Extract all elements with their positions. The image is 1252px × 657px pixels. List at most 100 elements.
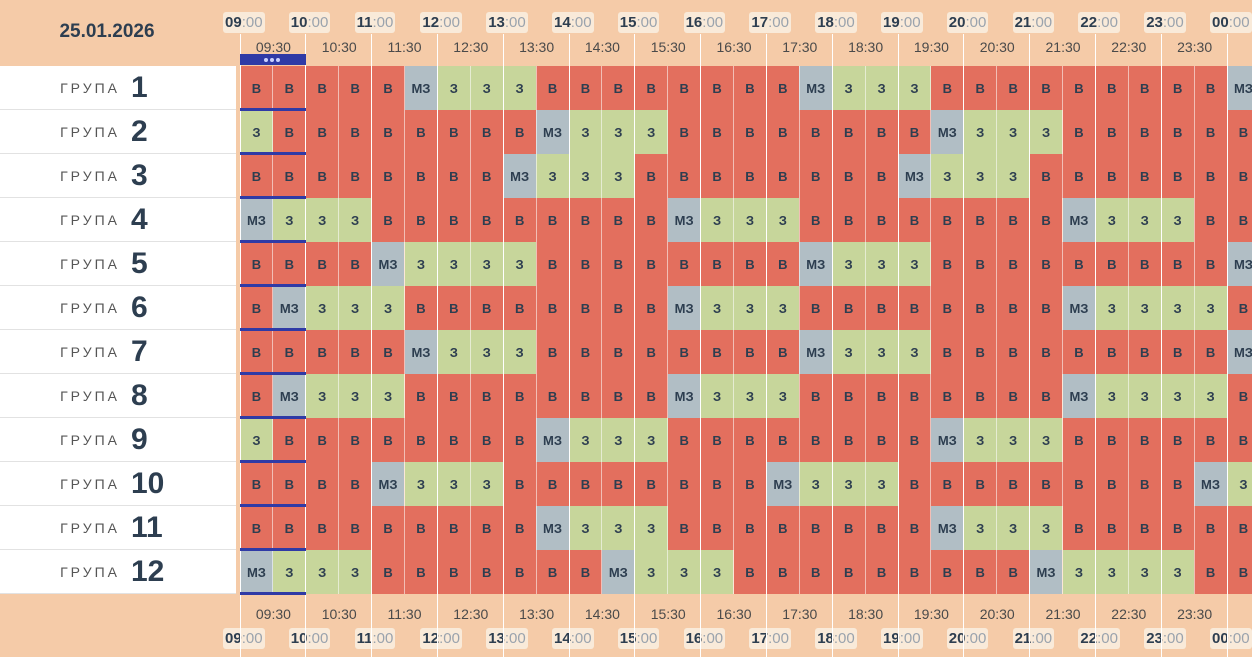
schedule-cell[interactable]: В <box>745 124 755 140</box>
schedule-cell[interactable]: МЗ <box>510 168 530 184</box>
schedule-cell[interactable]: В <box>1008 564 1018 580</box>
schedule-cell[interactable]: В <box>547 344 558 360</box>
schedule-cell[interactable]: В <box>876 520 887 536</box>
schedule-cell[interactable]: З <box>515 80 524 96</box>
schedule-cell[interactable]: МЗ <box>378 476 398 492</box>
schedule-cell[interactable]: В <box>317 432 327 448</box>
schedule-cell[interactable]: В <box>1074 80 1084 96</box>
schedule-cell[interactable]: В <box>811 520 821 536</box>
schedule-cell[interactable]: З <box>1107 212 1116 228</box>
schedule-cell[interactable]: З <box>680 564 689 580</box>
schedule-cell[interactable]: В <box>975 564 985 580</box>
schedule-cell[interactable]: З <box>976 432 985 448</box>
schedule-cell[interactable]: В <box>876 564 887 580</box>
schedule-cell[interactable]: В <box>482 168 492 184</box>
schedule-cell[interactable]: В <box>942 300 953 316</box>
schedule-cell[interactable]: В <box>646 388 656 404</box>
schedule-cell[interactable]: В <box>712 520 722 536</box>
schedule-cell[interactable]: В <box>284 520 295 536</box>
schedule-cell[interactable]: В <box>1074 476 1084 492</box>
schedule-cell[interactable]: В <box>1238 212 1249 228</box>
schedule-cell[interactable]: З <box>318 212 327 228</box>
schedule-cell[interactable]: В <box>482 520 492 536</box>
schedule-cell[interactable]: В <box>482 388 492 404</box>
schedule-cell[interactable]: З <box>745 388 755 404</box>
schedule-cell[interactable]: З <box>844 80 853 96</box>
schedule-cell[interactable]: В <box>975 212 985 228</box>
schedule-cell[interactable]: З <box>712 564 722 580</box>
schedule-cell[interactable]: В <box>383 344 393 360</box>
schedule-cell[interactable]: МЗ <box>411 80 431 96</box>
schedule-cell[interactable]: МЗ <box>543 432 563 448</box>
schedule-cell[interactable]: З <box>449 344 458 360</box>
schedule-cell[interactable]: В <box>251 388 262 404</box>
schedule-cell[interactable]: В <box>284 124 295 140</box>
schedule-cell[interactable]: З <box>647 124 656 140</box>
schedule-cell[interactable]: В <box>383 564 393 580</box>
schedule-cell[interactable]: В <box>1205 80 1216 96</box>
schedule-cell[interactable]: МЗ <box>674 212 694 228</box>
schedule-cell[interactable]: З <box>1074 564 1084 580</box>
schedule-cell[interactable]: З <box>647 432 656 448</box>
schedule-cell[interactable]: В <box>1074 520 1084 536</box>
schedule-cell[interactable]: МЗ <box>1233 344 1252 360</box>
schedule-cell[interactable]: В <box>514 520 525 536</box>
schedule-cell[interactable]: МЗ <box>806 80 826 96</box>
schedule-cell[interactable]: В <box>1140 520 1150 536</box>
schedule-cell[interactable]: В <box>547 256 558 272</box>
schedule-cell[interactable]: З <box>877 256 886 272</box>
schedule-cell[interactable]: В <box>514 300 525 316</box>
schedule-cell[interactable]: МЗ <box>674 388 694 404</box>
schedule-cell[interactable]: З <box>614 520 623 536</box>
schedule-cell[interactable]: З <box>449 256 458 272</box>
schedule-cell[interactable]: В <box>317 124 327 140</box>
schedule-cell[interactable]: МЗ <box>904 168 924 184</box>
schedule-cell[interactable]: В <box>712 124 722 140</box>
schedule-cell[interactable]: З <box>877 476 886 492</box>
schedule-cell[interactable]: З <box>745 300 755 316</box>
schedule-cell[interactable]: В <box>284 344 295 360</box>
schedule-cell[interactable]: З <box>351 564 360 580</box>
schedule-cell[interactable]: В <box>745 476 755 492</box>
schedule-cell[interactable]: В <box>547 564 558 580</box>
schedule-cell[interactable]: З <box>712 388 722 404</box>
schedule-cell[interactable]: З <box>1009 432 1018 448</box>
schedule-cell[interactable]: МЗ <box>937 432 957 448</box>
schedule-cell[interactable]: В <box>679 256 689 272</box>
schedule-cell[interactable]: В <box>1238 432 1249 448</box>
schedule-cell[interactable]: З <box>1140 388 1149 404</box>
schedule-cell[interactable]: В <box>1074 124 1084 140</box>
schedule-cell[interactable]: В <box>613 344 624 360</box>
schedule-cell[interactable]: З <box>351 300 360 316</box>
schedule-cell[interactable]: В <box>1205 168 1216 184</box>
schedule-cell[interactable]: В <box>843 300 854 316</box>
schedule-cell[interactable]: В <box>580 476 591 492</box>
schedule-cell[interactable]: В <box>1172 80 1183 96</box>
schedule-cell[interactable]: З <box>482 476 491 492</box>
schedule-cell[interactable]: В <box>909 388 920 404</box>
schedule-cell[interactable]: МЗ <box>1069 212 1089 228</box>
schedule-cell[interactable]: В <box>876 212 887 228</box>
schedule-cell[interactable]: З <box>910 344 919 360</box>
schedule-cell[interactable]: В <box>679 476 689 492</box>
schedule-cell[interactable]: В <box>1008 80 1018 96</box>
schedule-cell[interactable]: З <box>383 300 393 316</box>
schedule-cell[interactable]: В <box>712 168 722 184</box>
schedule-cell[interactable]: В <box>876 300 887 316</box>
schedule-cell[interactable]: З <box>976 124 985 140</box>
schedule-cell[interactable]: В <box>1205 212 1216 228</box>
schedule-cell[interactable]: В <box>1238 564 1249 580</box>
schedule-cell[interactable]: В <box>745 256 755 272</box>
schedule-cell[interactable]: В <box>1107 256 1117 272</box>
schedule-cell[interactable]: В <box>679 432 689 448</box>
schedule-cell[interactable]: В <box>909 564 920 580</box>
schedule-cell[interactable]: В <box>1140 256 1150 272</box>
schedule-cell[interactable]: МЗ <box>806 256 826 272</box>
schedule-cell[interactable]: МЗ <box>543 124 563 140</box>
schedule-cell[interactable]: В <box>449 168 459 184</box>
schedule-cell[interactable]: В <box>449 212 459 228</box>
schedule-cell[interactable]: В <box>580 564 591 580</box>
schedule-cell[interactable]: МЗ <box>674 300 694 316</box>
schedule-cell[interactable]: В <box>942 80 953 96</box>
schedule-cell[interactable]: В <box>1008 300 1018 316</box>
